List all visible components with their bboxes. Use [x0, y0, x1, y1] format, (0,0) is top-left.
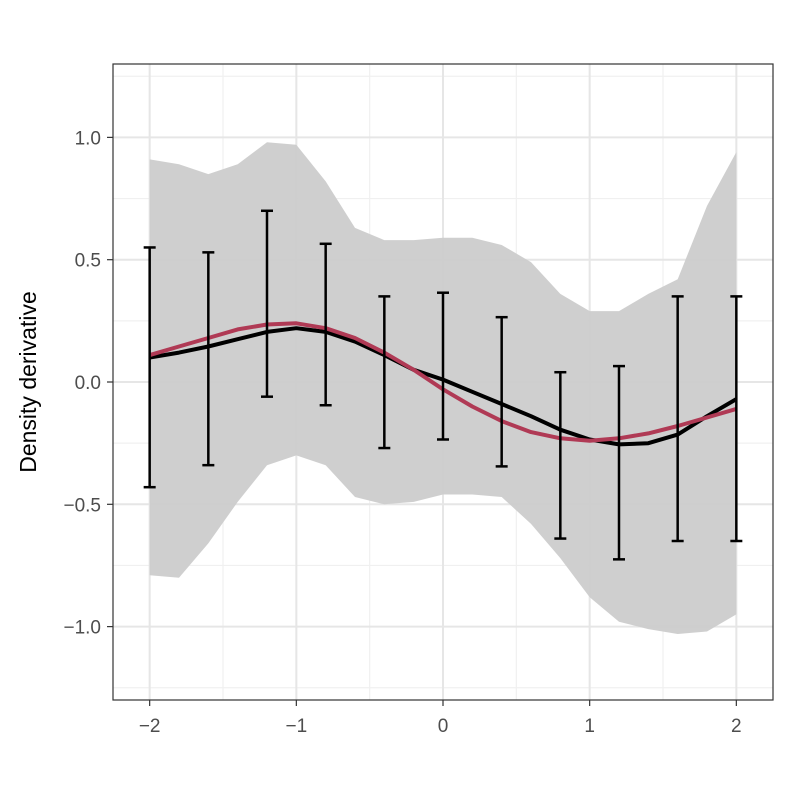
x-tick-label: 1 — [584, 716, 595, 737]
y-tick-label: 1.0 — [75, 128, 101, 149]
error-bar — [143, 246, 156, 489]
error-bar — [202, 251, 215, 467]
error-bar — [437, 291, 449, 441]
y-tick-label: 0.0 — [75, 373, 101, 394]
y-tick-label: −1.0 — [63, 618, 101, 639]
x-tick-label: −2 — [139, 716, 161, 737]
error-bar — [671, 295, 684, 543]
x-tick-label: −1 — [285, 716, 307, 737]
error-bar-layer — [143, 209, 743, 561]
x-tick-label: 0 — [438, 716, 449, 737]
error-bar — [613, 364, 625, 561]
error-bar — [495, 315, 508, 468]
error-bar — [378, 295, 391, 450]
error-bar — [319, 242, 332, 407]
y-axis: −1.0 −0.5 0.0 0.5 1.0 — [63, 128, 113, 639]
x-tick-label: 2 — [731, 716, 742, 737]
y-tick-label: 0.5 — [75, 251, 101, 272]
error-bar — [730, 295, 743, 543]
error-bar — [554, 370, 567, 540]
x-axis: −2 −1 0 1 2 — [139, 700, 742, 737]
y-axis-title: Density derivative — [15, 291, 41, 473]
y-tick-label: −0.5 — [63, 495, 101, 516]
error-bar — [261, 209, 273, 398]
